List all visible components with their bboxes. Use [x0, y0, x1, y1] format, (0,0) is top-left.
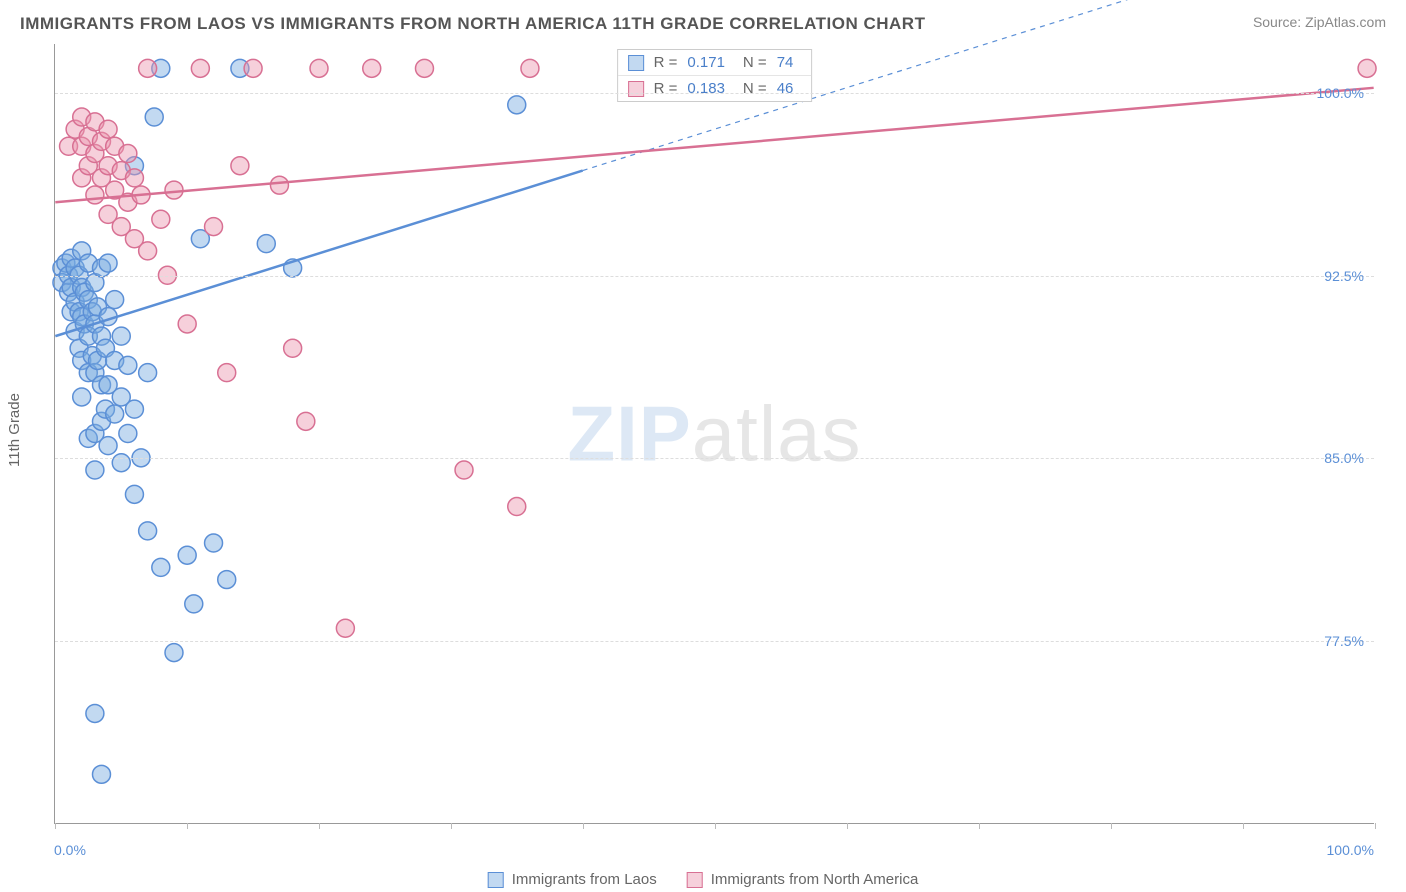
- stat-n-value-2: 46: [777, 80, 794, 97]
- x-tick: [1375, 823, 1376, 829]
- scatter-point: [205, 534, 223, 552]
- scatter-point: [1358, 59, 1376, 77]
- scatter-point: [92, 765, 110, 783]
- scatter-point: [165, 181, 183, 199]
- scatter-point: [112, 454, 130, 472]
- scatter-point: [244, 59, 262, 77]
- scatter-point: [284, 339, 302, 357]
- legend-item-2: Immigrants from North America: [687, 871, 919, 888]
- y-tick-label: 85.0%: [1324, 450, 1364, 466]
- source-attribution: Source: ZipAtlas.com: [1253, 14, 1386, 30]
- x-tick: [187, 823, 188, 829]
- swatch-series-2: [628, 81, 644, 97]
- legend-swatch-1: [488, 872, 504, 888]
- stat-r-label-2: R =: [654, 80, 678, 97]
- scatter-point: [139, 59, 157, 77]
- gridline-h: [55, 276, 1374, 277]
- scatter-point: [152, 558, 170, 576]
- gridline-h: [55, 458, 1374, 459]
- scatter-point: [231, 157, 249, 175]
- scatter-point: [86, 704, 104, 722]
- plot-area: ZIPatlas R = 0.171 N = 74 R = 0.183 N = …: [54, 44, 1374, 824]
- x-tick: [1111, 823, 1112, 829]
- stats-row-1: R = 0.171 N = 74: [618, 50, 812, 75]
- stat-n-label-1: N =: [743, 54, 767, 71]
- stats-box: R = 0.171 N = 74 R = 0.183 N = 46: [617, 49, 813, 102]
- scatter-point: [297, 412, 315, 430]
- scatter-point: [86, 461, 104, 479]
- scatter-point: [165, 644, 183, 662]
- swatch-series-1: [628, 55, 644, 71]
- scatter-point: [363, 59, 381, 77]
- chart-title: IMMIGRANTS FROM LAOS VS IMMIGRANTS FROM …: [20, 14, 925, 34]
- x-tick-label-left: 0.0%: [54, 842, 86, 858]
- stat-r-value-1: 0.171: [687, 54, 725, 71]
- gridline-h: [55, 641, 1374, 642]
- scatter-point: [257, 235, 275, 253]
- scatter-point: [191, 59, 209, 77]
- scatter-point: [178, 315, 196, 333]
- scatter-point: [145, 108, 163, 126]
- scatter-point: [205, 218, 223, 236]
- legend-bottom: Immigrants from Laos Immigrants from Nor…: [488, 871, 919, 888]
- scatter-point: [218, 571, 236, 589]
- scatter-point: [139, 364, 157, 382]
- x-tick-label-right: 100.0%: [1327, 842, 1374, 858]
- legend-item-1: Immigrants from Laos: [488, 871, 657, 888]
- scatter-point: [185, 595, 203, 613]
- scatter-point: [415, 59, 433, 77]
- stat-n-label-2: N =: [743, 80, 767, 97]
- regression-line: [55, 88, 1373, 202]
- scatter-point: [310, 59, 328, 77]
- gridline-h: [55, 93, 1374, 94]
- y-tick-label: 77.5%: [1324, 633, 1364, 649]
- scatter-point: [119, 425, 137, 443]
- y-tick-label: 92.5%: [1324, 268, 1364, 284]
- scatter-point: [106, 405, 124, 423]
- x-tick: [319, 823, 320, 829]
- stat-r-label-1: R =: [654, 54, 678, 71]
- stat-n-value-1: 74: [777, 54, 794, 71]
- scatter-point: [73, 388, 91, 406]
- x-tick: [979, 823, 980, 829]
- x-tick: [715, 823, 716, 829]
- x-tick: [847, 823, 848, 829]
- scatter-point: [270, 176, 288, 194]
- scatter-point: [86, 186, 104, 204]
- source-value: ZipAtlas.com: [1305, 14, 1386, 30]
- scatter-point: [152, 210, 170, 228]
- stat-r-value-2: 0.183: [687, 80, 725, 97]
- scatter-point: [99, 437, 117, 455]
- scatter-point: [218, 364, 236, 382]
- scatter-point: [99, 120, 117, 138]
- scatter-point: [119, 356, 137, 374]
- y-tick-label: 100.0%: [1317, 85, 1364, 101]
- scatter-point: [139, 522, 157, 540]
- scatter-point: [99, 254, 117, 272]
- x-tick: [583, 823, 584, 829]
- x-tick: [1243, 823, 1244, 829]
- scatter-point: [106, 291, 124, 309]
- chart-svg: [55, 44, 1374, 823]
- scatter-point: [508, 498, 526, 516]
- scatter-point: [125, 485, 143, 503]
- scatter-point: [455, 461, 473, 479]
- scatter-point: [521, 59, 539, 77]
- scatter-point: [125, 169, 143, 187]
- x-tick: [55, 823, 56, 829]
- x-tick: [451, 823, 452, 829]
- y-axis-title: 11th Grade: [6, 393, 23, 467]
- scatter-point: [119, 145, 137, 163]
- scatter-point: [112, 327, 130, 345]
- legend-swatch-2: [687, 872, 703, 888]
- scatter-point: [508, 96, 526, 114]
- stats-row-2: R = 0.183 N = 46: [618, 75, 812, 101]
- legend-label-2: Immigrants from North America: [711, 871, 919, 888]
- scatter-point: [336, 619, 354, 637]
- scatter-point: [125, 400, 143, 418]
- scatter-point: [139, 242, 157, 260]
- scatter-point: [178, 546, 196, 564]
- source-label: Source:: [1253, 14, 1301, 30]
- legend-label-1: Immigrants from Laos: [512, 871, 657, 888]
